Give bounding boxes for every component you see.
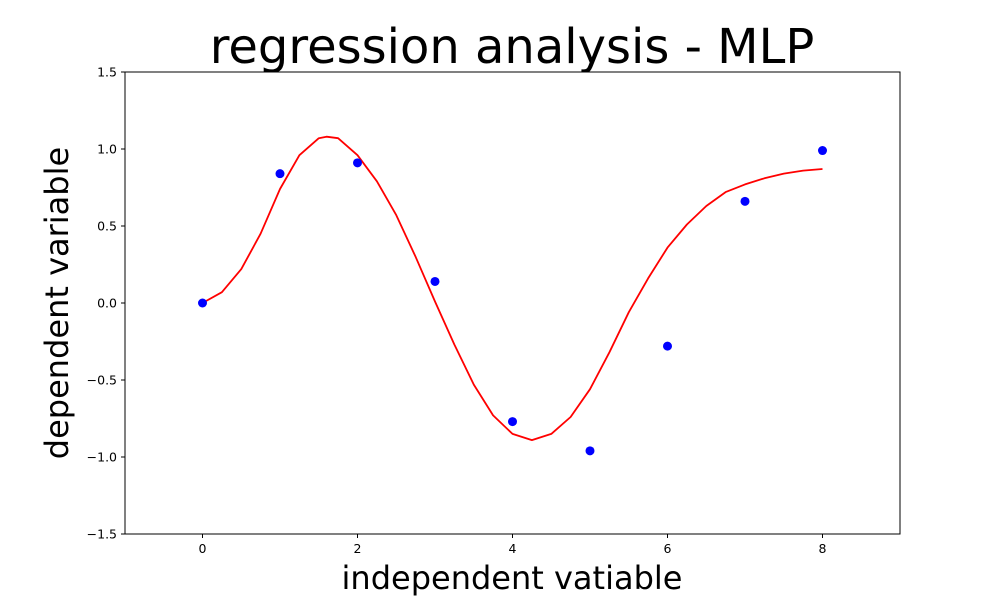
chart-title: regression analysis - MLP — [210, 19, 815, 75]
x-tick-label: 4 — [509, 541, 517, 556]
y-tick-label: 0.0 — [97, 296, 117, 311]
x-axis-label: independent vatiable — [342, 559, 683, 597]
data-point — [663, 341, 672, 351]
y-tick-label: −1.5 — [87, 527, 117, 542]
x-tick-label: 0 — [199, 541, 207, 556]
plot-area — [125, 72, 900, 534]
data-point — [740, 196, 750, 206]
y-tick-label: −1.0 — [87, 450, 117, 465]
data-point — [353, 158, 362, 168]
y-axis-label: dependent variable — [38, 147, 76, 459]
series-layer — [198, 135, 827, 456]
data-point — [585, 446, 595, 456]
regression-curve — [202, 135, 823, 442]
data-point — [818, 146, 827, 156]
data-point — [430, 276, 440, 286]
data-point — [275, 169, 285, 179]
y-tick-label: 0.5 — [97, 219, 117, 234]
y-tick-label: 1.0 — [97, 142, 117, 157]
data-point — [198, 298, 207, 308]
x-tick-label: 6 — [664, 541, 672, 556]
plot-frame — [124, 71, 901, 535]
y-tick-label: 1.5 — [97, 65, 117, 80]
x-tick-label: 2 — [354, 541, 362, 556]
data-point — [508, 417, 517, 427]
y-tick-label: −0.5 — [87, 373, 117, 388]
axis-ticks: 0 2 4 6 8 −1.5 −1.0 −0.5 0.0 0.5 1.0 1.5 — [87, 65, 827, 557]
x-tick-label: 8 — [819, 541, 827, 556]
